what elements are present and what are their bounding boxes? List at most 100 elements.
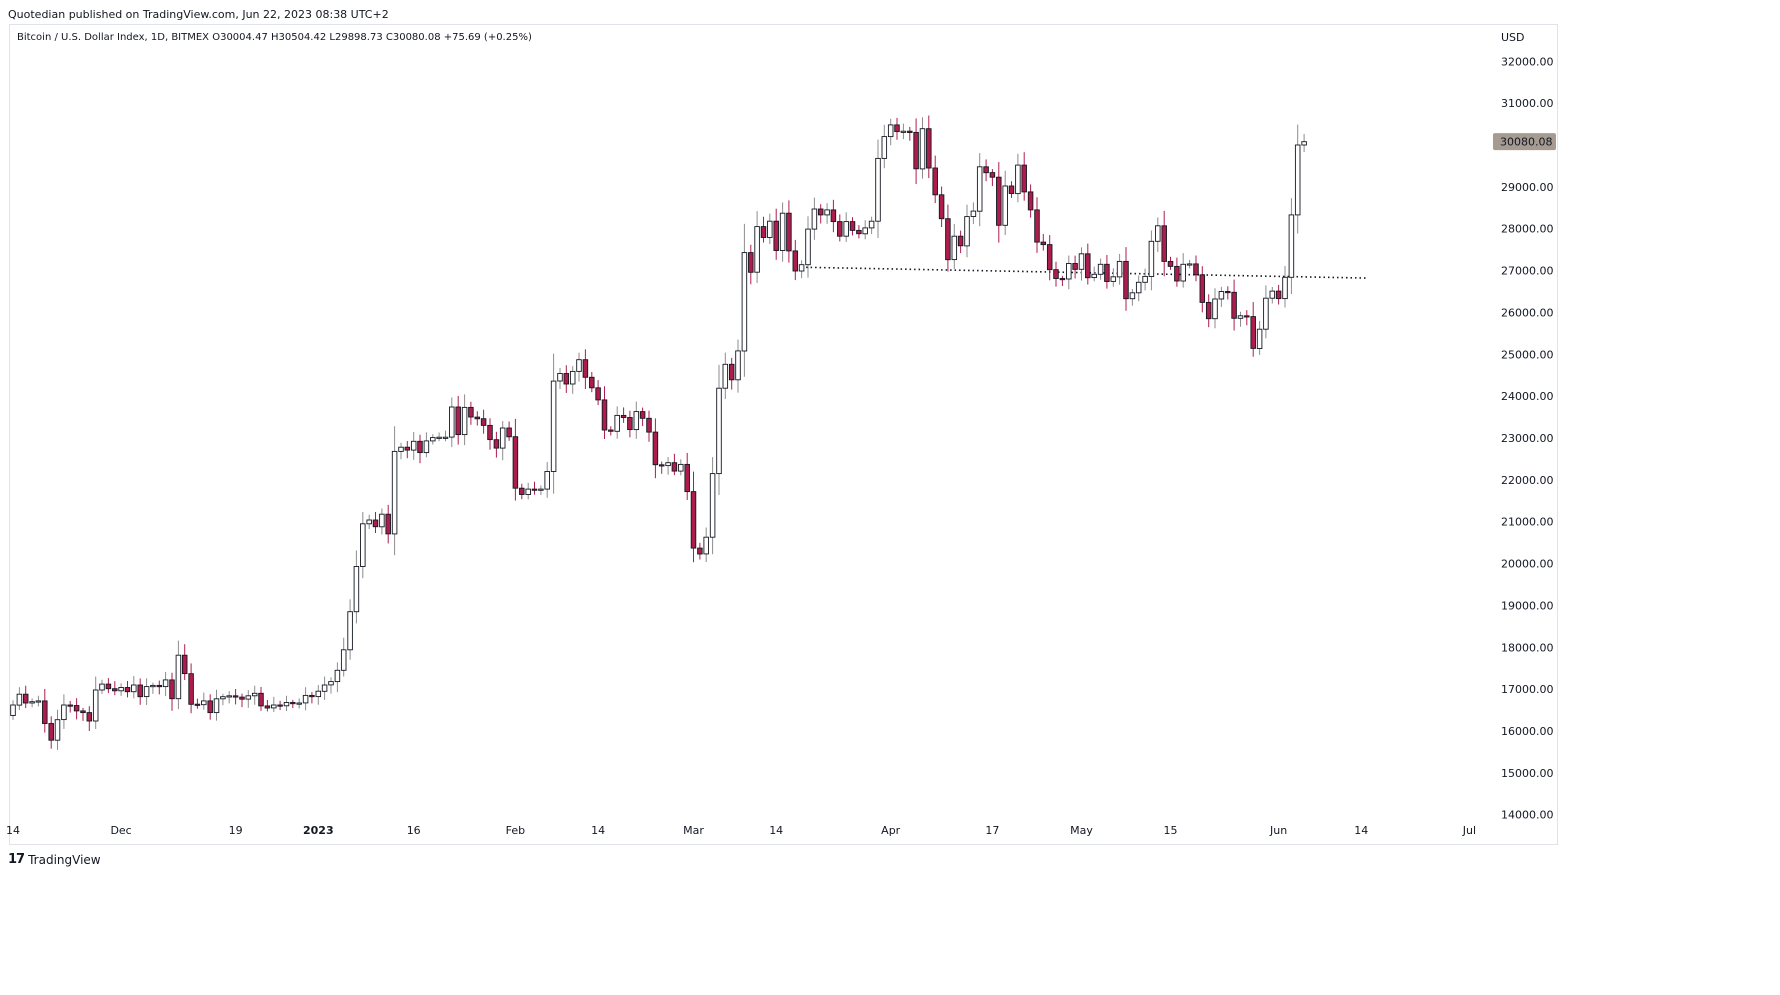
- candle: [817, 204, 824, 224]
- candle-body: [976, 166, 983, 212]
- candle-body: [665, 462, 671, 467]
- candle-body: [156, 684, 163, 688]
- candle-body: [1199, 274, 1206, 303]
- candle: [678, 459, 684, 476]
- candle: [620, 407, 627, 423]
- candle-body: [239, 696, 245, 700]
- publish-attribution: Quotedian published on TradingView.com, …: [8, 8, 389, 21]
- candle-body: [1231, 291, 1237, 319]
- candle-body: [1091, 273, 1097, 279]
- candle-body: [86, 712, 93, 722]
- candle-body: [589, 376, 595, 389]
- candle: [881, 124, 888, 169]
- x-tick-label: 14: [591, 824, 605, 837]
- candle-body: [824, 209, 830, 216]
- candle-body: [544, 471, 550, 490]
- candle-body: [1142, 275, 1148, 283]
- candle: [181, 644, 188, 680]
- candle: [1237, 311, 1244, 327]
- candle: [1148, 230, 1155, 291]
- candle-body: [73, 705, 80, 712]
- candle: [633, 401, 640, 439]
- candle: [1008, 181, 1015, 198]
- candle: [582, 349, 589, 389]
- candle: [767, 213, 773, 244]
- candle: [849, 217, 856, 236]
- candle: [417, 434, 423, 464]
- x-tick-label: Apr: [881, 824, 901, 837]
- candle-body: [124, 687, 131, 693]
- candle-body: [188, 673, 194, 705]
- time-axis[interactable]: 14 Dec 19 2023 16 Feb 14 Mar 14 Apr 17 May 15 Jun 14 Ju…: [6, 824, 1476, 837]
- candle: [391, 426, 398, 556]
- candle-body: [461, 406, 468, 436]
- candle: [1199, 266, 1206, 313]
- x-tick-label: 17: [985, 824, 999, 837]
- candle-body: [131, 684, 137, 693]
- last-price-label-bg: [1493, 133, 1556, 151]
- candle: [366, 514, 372, 529]
- candle: [213, 689, 220, 721]
- candle: [1244, 310, 1250, 326]
- candle: [245, 690, 252, 708]
- candle: [309, 692, 315, 704]
- candle: [251, 685, 258, 705]
- candle-body: [150, 684, 156, 688]
- candle: [385, 504, 391, 544]
- candle: [169, 672, 175, 711]
- x-tick-label: Jun: [1269, 824, 1287, 837]
- y-tick-label: 20000.00: [1501, 558, 1554, 571]
- candle-body: [627, 417, 633, 431]
- candle: [48, 716, 54, 749]
- candle: [1186, 259, 1193, 269]
- candle-body: [830, 209, 837, 223]
- candle-body: [1250, 316, 1256, 349]
- plot-border: [9, 24, 1558, 845]
- candle-body: [557, 373, 563, 382]
- candle: [328, 677, 334, 694]
- candle: [589, 372, 595, 393]
- candle: [1091, 266, 1097, 282]
- candle: [258, 687, 264, 711]
- candle: [61, 694, 67, 729]
- candle: [118, 683, 124, 696]
- candle-body: [1135, 281, 1142, 294]
- candle: [646, 410, 652, 442]
- candle-body: [1212, 298, 1218, 320]
- candle-body: [639, 411, 646, 419]
- candle-body: [748, 252, 754, 273]
- candle: [372, 512, 379, 533]
- candle: [442, 430, 449, 442]
- candle-body: [1015, 164, 1021, 195]
- candle: [410, 431, 417, 460]
- candle: [1269, 287, 1276, 304]
- candle-body: [798, 264, 805, 272]
- candle-body: [417, 440, 423, 454]
- candle: [220, 693, 226, 706]
- candle: [1021, 152, 1027, 201]
- candle-body: [296, 702, 302, 705]
- candle: [455, 395, 461, 445]
- candles-layer: [10, 115, 1307, 750]
- candle: [1193, 255, 1199, 282]
- candle: [1034, 197, 1040, 253]
- candle-body: [143, 686, 150, 698]
- candle-body: [1021, 164, 1027, 193]
- price-axis[interactable]: 14000.00 15000.00 16000.00 17000.00 18000.00…: [1501, 55, 1554, 821]
- candle: [811, 197, 818, 240]
- candle-body: [709, 473, 716, 538]
- candle-body: [582, 359, 589, 378]
- candle: [728, 357, 735, 390]
- candle: [480, 409, 487, 434]
- support-line: [801, 266, 1368, 279]
- candle-body: [1040, 241, 1047, 246]
- candle-body: [1110, 276, 1117, 282]
- x-tick-label: 19: [229, 824, 243, 837]
- candle: [1256, 320, 1263, 355]
- candle-body: [67, 704, 73, 707]
- candle-body: [328, 681, 334, 686]
- candle-body: [817, 208, 824, 216]
- candle: [938, 186, 945, 227]
- candle: [239, 693, 245, 708]
